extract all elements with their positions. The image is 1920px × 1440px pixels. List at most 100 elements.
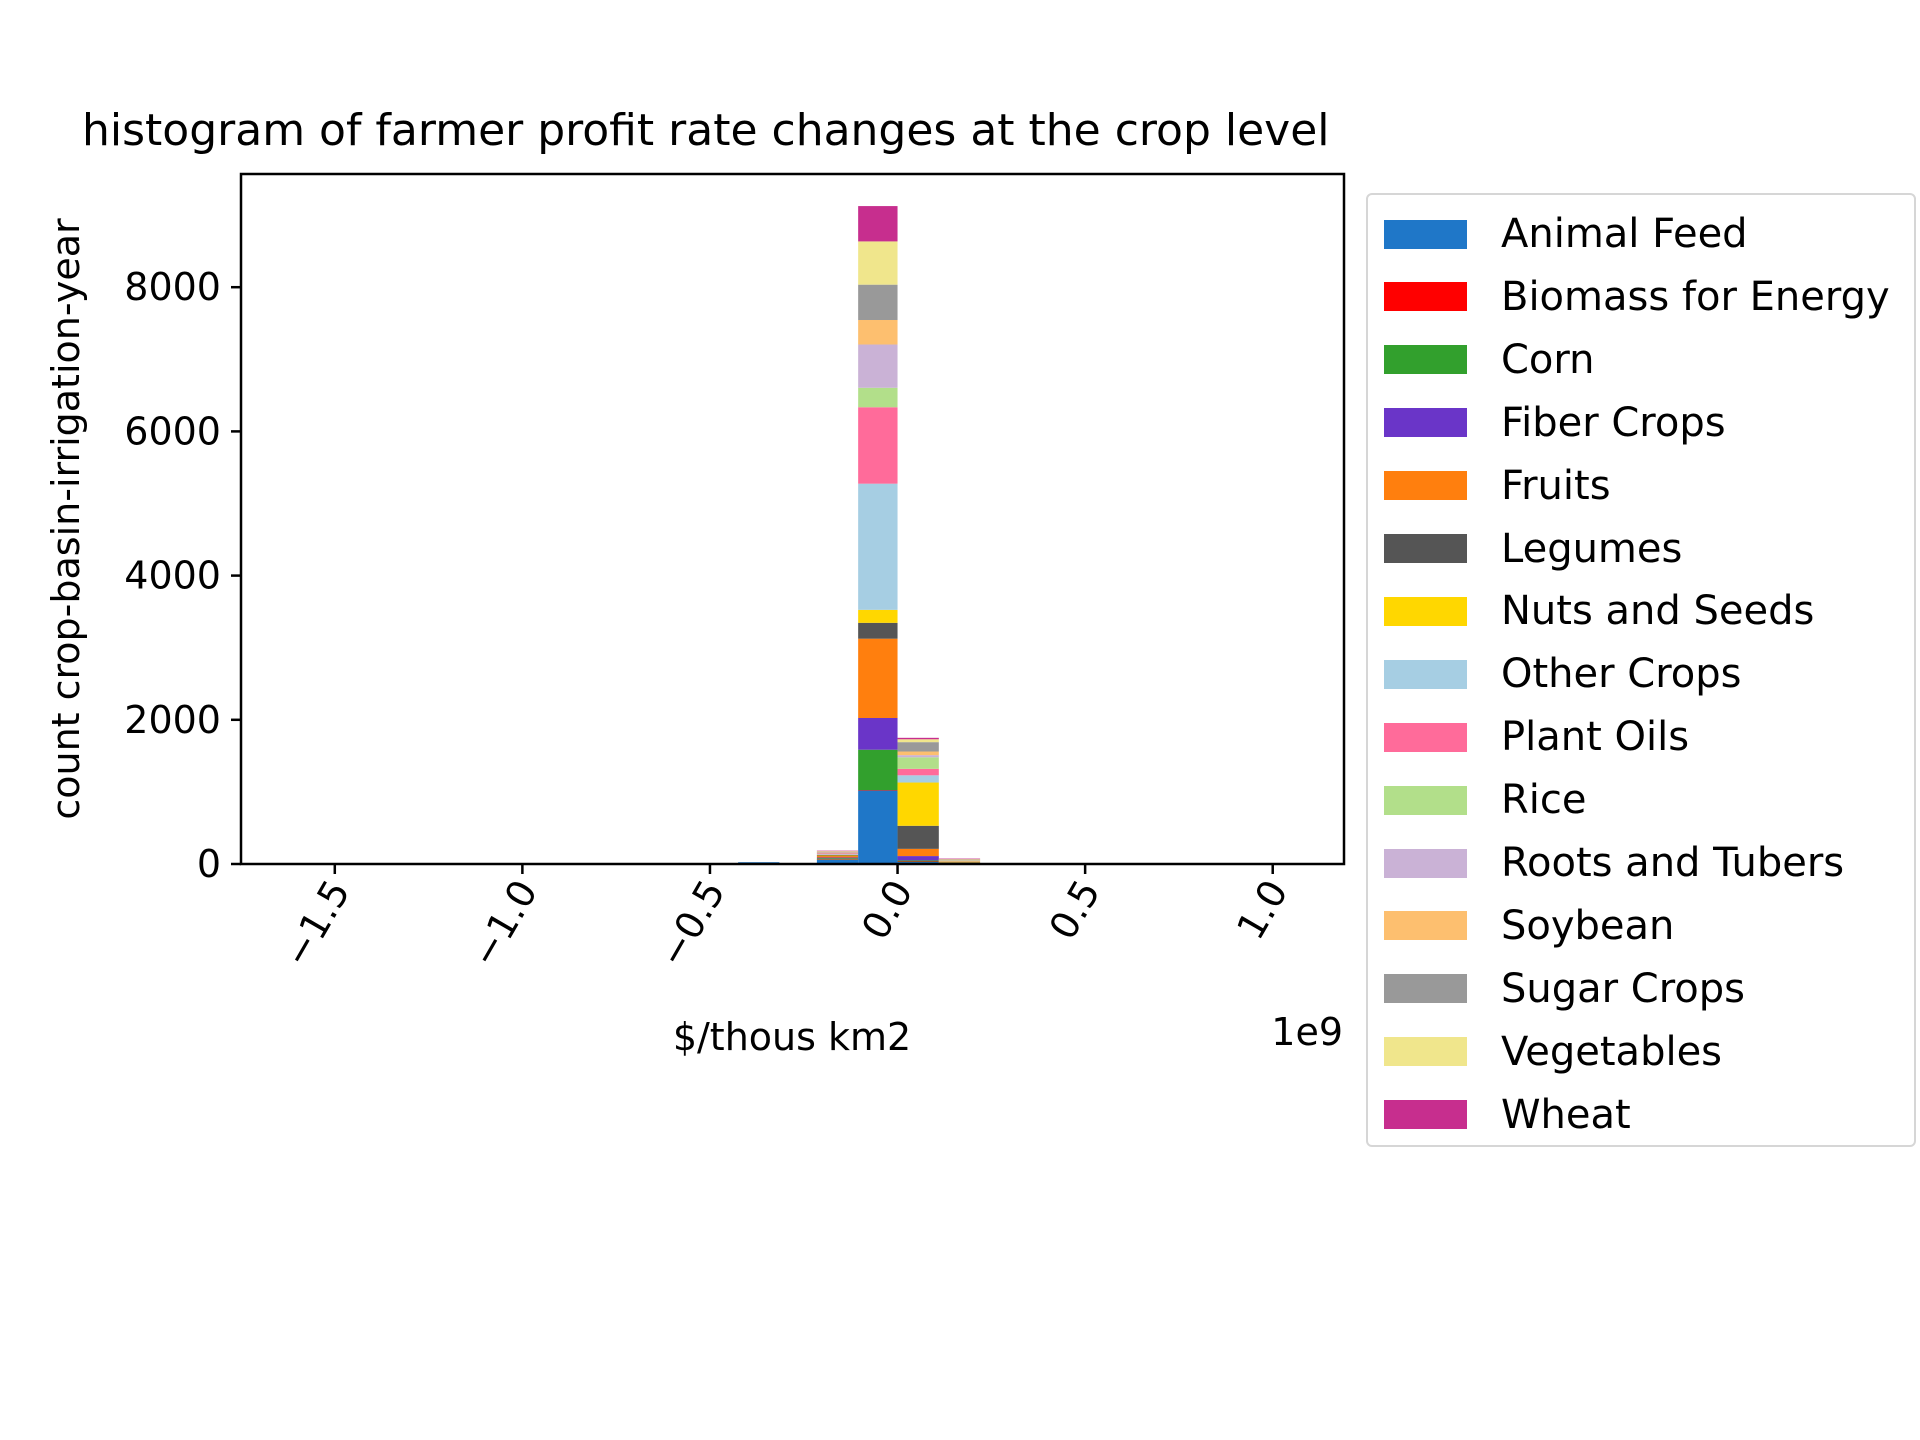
bar-segment (938, 861, 981, 863)
legend-swatch (1384, 722, 1467, 752)
bar-segment (897, 757, 939, 769)
legend-item: Plant Oils (1384, 714, 1690, 761)
legend-label: Roots and Tubers (1501, 840, 1845, 886)
plot-frame (239, 172, 1346, 866)
legend-label: Sugar Crops (1501, 965, 1746, 1012)
bar-segment (816, 851, 859, 853)
bar-segment (938, 860, 981, 861)
legend-swatch (1384, 408, 1467, 438)
bar-segment (897, 825, 939, 849)
bar-segment (816, 858, 859, 860)
bar-segment (897, 848, 939, 857)
legend-label: Plant Oils (1501, 714, 1690, 761)
legend-item: Other Crops (1384, 651, 1742, 698)
legend-item: Nuts and Seeds (1384, 588, 1814, 634)
bar-segment (938, 861, 981, 862)
legend-label: Corn (1501, 336, 1595, 383)
bar-segment (858, 284, 898, 320)
legend-label: Rice (1501, 777, 1587, 824)
bar-segment (897, 860, 939, 862)
y-tick-label: 2000 (124, 698, 221, 742)
bar-segment (897, 742, 939, 752)
bar-segment (816, 852, 859, 854)
bar-segment (858, 622, 898, 639)
bar-segment (858, 344, 898, 388)
legend-item: Soybean (1384, 903, 1674, 949)
bar-segment (938, 860, 981, 862)
legend-swatch (1384, 1037, 1467, 1067)
legend-swatch (1384, 282, 1467, 312)
legend-label: Other Crops (1501, 651, 1742, 698)
bar-segment (816, 854, 859, 855)
bar-segment (858, 609, 898, 623)
bar-segment (816, 859, 859, 864)
bar-segment (938, 860, 981, 861)
legend-item: Fiber Crops (1384, 400, 1726, 446)
legend-label: Fruits (1501, 462, 1611, 509)
bar-segment (938, 858, 981, 860)
legend-swatch (1384, 848, 1467, 878)
x-tick-label: −1.0 (462, 873, 546, 975)
bar-segment (858, 749, 898, 791)
bar-segment (816, 852, 859, 853)
legend: Animal Feed Biomass for Energy Corn Fiber C… (1366, 193, 1916, 1147)
legend-swatch (1384, 1100, 1467, 1130)
legend-swatch (1384, 219, 1467, 249)
bar-segment (897, 737, 939, 740)
legend-swatch (1384, 974, 1467, 1004)
legend-item: Corn (1384, 336, 1595, 383)
legend-swatch (1384, 911, 1467, 941)
bar-segment (816, 856, 859, 858)
bar-segment (897, 739, 939, 743)
bar-segment (858, 387, 898, 408)
legend-label: Legumes (1501, 525, 1683, 572)
bar-segment (858, 790, 898, 864)
legend-item: Roots and Tubers (1384, 840, 1845, 886)
bar-segment (816, 854, 859, 856)
y-tick-label: 8000 (124, 265, 221, 309)
legend-item: Sugar Crops (1384, 965, 1746, 1012)
bar-segment (938, 862, 981, 863)
bar-segment (816, 859, 859, 860)
legend-item: Fruits (1384, 462, 1611, 509)
bar-segment (858, 718, 898, 750)
legend-item: Biomass for Energy (1384, 273, 1890, 320)
bars-layer (738, 206, 981, 864)
x-axis-label: $/thous km2 (673, 1015, 911, 1059)
legend-swatch (1384, 534, 1467, 563)
bar-segment (897, 782, 939, 826)
bar-segment (897, 775, 939, 783)
x-tick-label: 1.0 (1228, 873, 1296, 947)
y-tick-label: 6000 (124, 409, 221, 453)
x-tick-label: −1.5 (274, 873, 358, 975)
y-axis-label: count crop-basin-irrigation-year (44, 218, 88, 820)
legend-item: Legumes (1384, 525, 1683, 572)
legend-label: Animal Feed (1501, 211, 1748, 257)
bar-segment (816, 851, 859, 852)
legend-item: Rice (1384, 777, 1587, 824)
bar-segment (897, 755, 939, 758)
x-axis: −1.5 −1.0 −0.5 0.0 0.5 1.0 (274, 864, 1297, 975)
chart-title: histogram of farmer profit rate changes … (82, 105, 1330, 156)
bar-segment (858, 790, 898, 791)
x-tick-label: 0.5 (1041, 873, 1109, 947)
legend-item: Vegetables (1384, 1028, 1723, 1075)
x-axis-offset-label: 1e9 (1271, 1010, 1343, 1054)
legend-label: Biomass for Energy (1501, 273, 1890, 320)
legend-label: Wheat (1501, 1091, 1631, 1138)
bar-segment (897, 751, 939, 756)
legend-swatch (1384, 345, 1467, 375)
y-tick-label: 0 (197, 842, 221, 886)
bar-segment (816, 857, 859, 859)
legend-label: Vegetables (1501, 1028, 1723, 1075)
legend-swatch (1384, 596, 1467, 626)
y-tick-label: 4000 (124, 554, 221, 598)
legend-item: Wheat (1384, 1091, 1631, 1138)
bar-segment (858, 206, 898, 242)
bar-segment (816, 850, 859, 852)
bar-segment (858, 320, 898, 345)
legend-swatch (1384, 471, 1467, 501)
bar-segment (816, 853, 859, 855)
legend-item: Animal Feed (1384, 211, 1748, 257)
